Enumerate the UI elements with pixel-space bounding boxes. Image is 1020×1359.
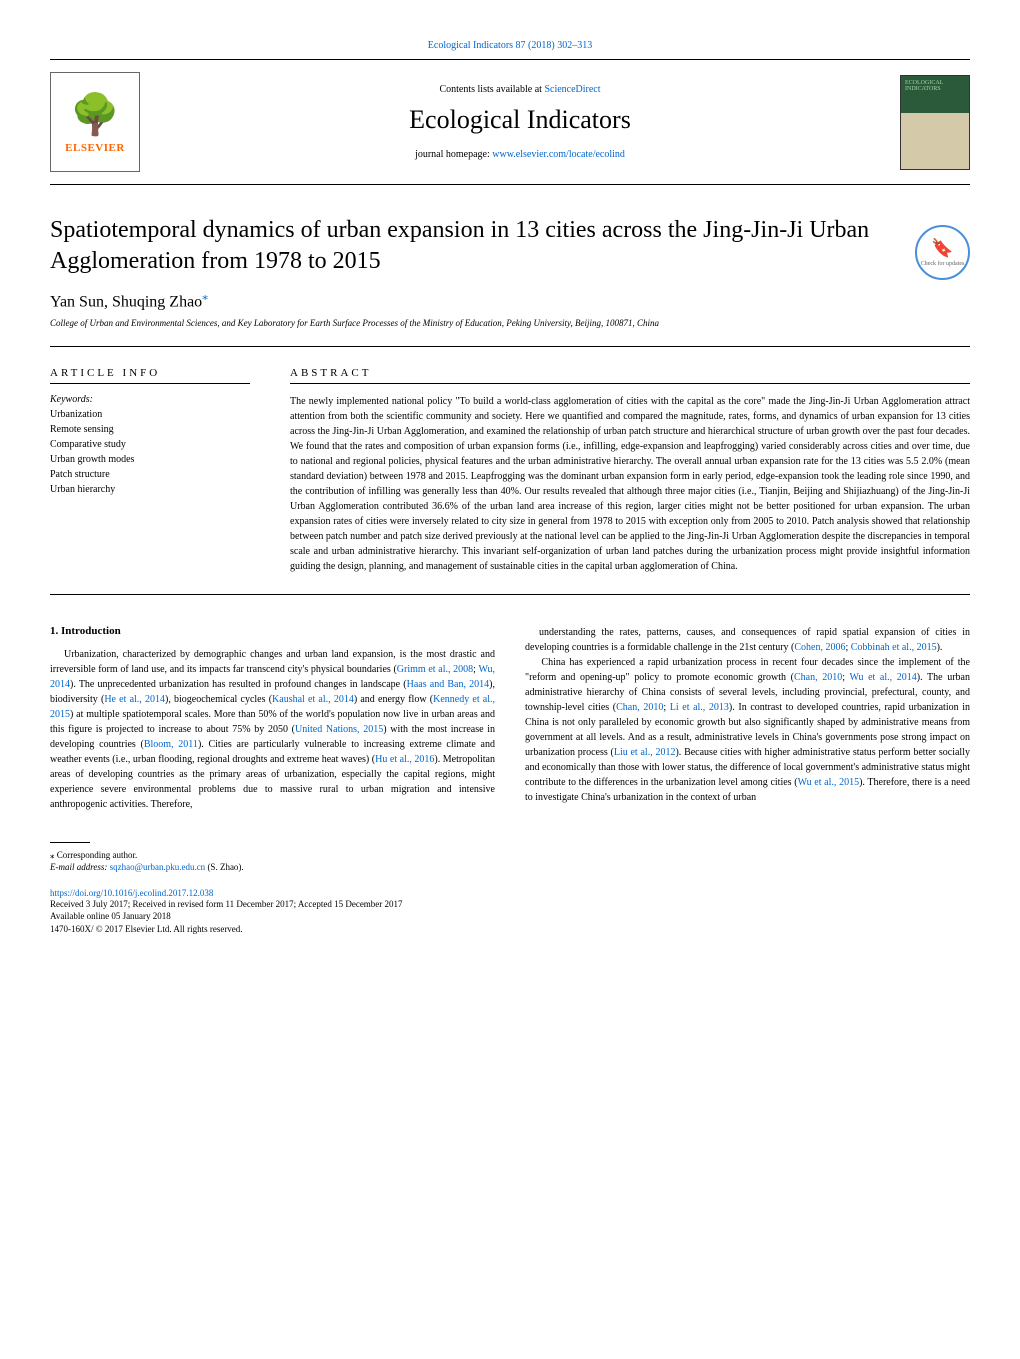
contents-line: Contents lists available at ScienceDirec… (140, 84, 900, 95)
tree-icon: 🌳 (70, 91, 120, 138)
contents-prefix: Contents lists available at (439, 84, 544, 95)
body-paragraph: understanding the rates, patterns, cause… (525, 625, 970, 805)
affiliation: College of Urban and Environmental Scien… (50, 318, 895, 328)
keyword: Urbanization (50, 407, 250, 422)
article-title: Spatiotemporal dynamics of urban expansi… (50, 215, 895, 277)
divider (50, 842, 90, 843)
email-line: E-mail address: sqzhao@urban.pku.edu.cn … (50, 861, 970, 874)
keyword: Comparative study (50, 437, 250, 452)
divider (290, 383, 970, 384)
check-updates-badge[interactable]: 🔖 Check for updates (915, 225, 970, 280)
copyright: 1470-160X/ © 2017 Elsevier Ltd. All righ… (50, 923, 970, 936)
email-suffix: (S. Zhao). (205, 862, 244, 872)
divider (50, 383, 250, 384)
cover-text: ECOLOGICAL INDICATORS (905, 80, 969, 93)
received-dates: Received 3 July 2017; Received in revise… (50, 898, 970, 911)
corresponding-note: ⁎ Corresponding author. (50, 849, 970, 862)
email-link[interactable]: sqzhao@urban.pku.edu.cn (110, 862, 206, 872)
journal-name: Ecological Indicators (140, 105, 900, 135)
doi-link[interactable]: https://doi.org/10.1016/j.ecolind.2017.1… (50, 888, 970, 898)
article-info-heading: ARTICLE INFO (50, 367, 250, 379)
keywords-label: Keywords: (50, 394, 250, 405)
divider (50, 184, 970, 185)
keyword: Urban hierarchy (50, 482, 250, 497)
abstract-text: The newly implemented national policy "T… (290, 394, 970, 574)
corresponding-mark[interactable]: ⁎ (202, 289, 208, 303)
intro-heading: 1. Introduction (50, 625, 495, 637)
elsevier-logo[interactable]: 🌳 ELSEVIER (50, 72, 140, 172)
keyword: Urban growth modes (50, 452, 250, 467)
homepage-link[interactable]: www.elsevier.com/locate/ecolind (492, 149, 625, 160)
abstract-heading: ABSTRACT (290, 367, 970, 379)
body-paragraph: Urbanization, characterized by demograph… (50, 647, 495, 812)
elsevier-label: ELSEVIER (65, 142, 125, 154)
sciencedirect-link[interactable]: ScienceDirect (544, 84, 600, 95)
divider (50, 346, 970, 347)
journal-header: 🌳 ELSEVIER Contents lists available at S… (50, 60, 970, 184)
divider (50, 594, 970, 595)
homepage-line: journal homepage: www.elsevier.com/locat… (140, 149, 900, 160)
bookmark-icon: 🔖 (931, 238, 953, 259)
journal-cover[interactable]: ECOLOGICAL INDICATORS (900, 75, 970, 170)
keyword: Patch structure (50, 467, 250, 482)
author-names: Yan Sun, Shuqing Zhao (50, 294, 202, 311)
available-date: Available online 05 January 2018 (50, 910, 970, 923)
homepage-prefix: journal homepage: (415, 149, 492, 160)
keyword: Remote sensing (50, 422, 250, 437)
email-label: E-mail address: (50, 862, 110, 872)
authors: Yan Sun, Shuqing Zhao⁎ (50, 289, 895, 311)
updates-label: Check for updates (921, 261, 965, 267)
journal-citation[interactable]: Ecological Indicators 87 (2018) 302–313 (50, 40, 970, 51)
